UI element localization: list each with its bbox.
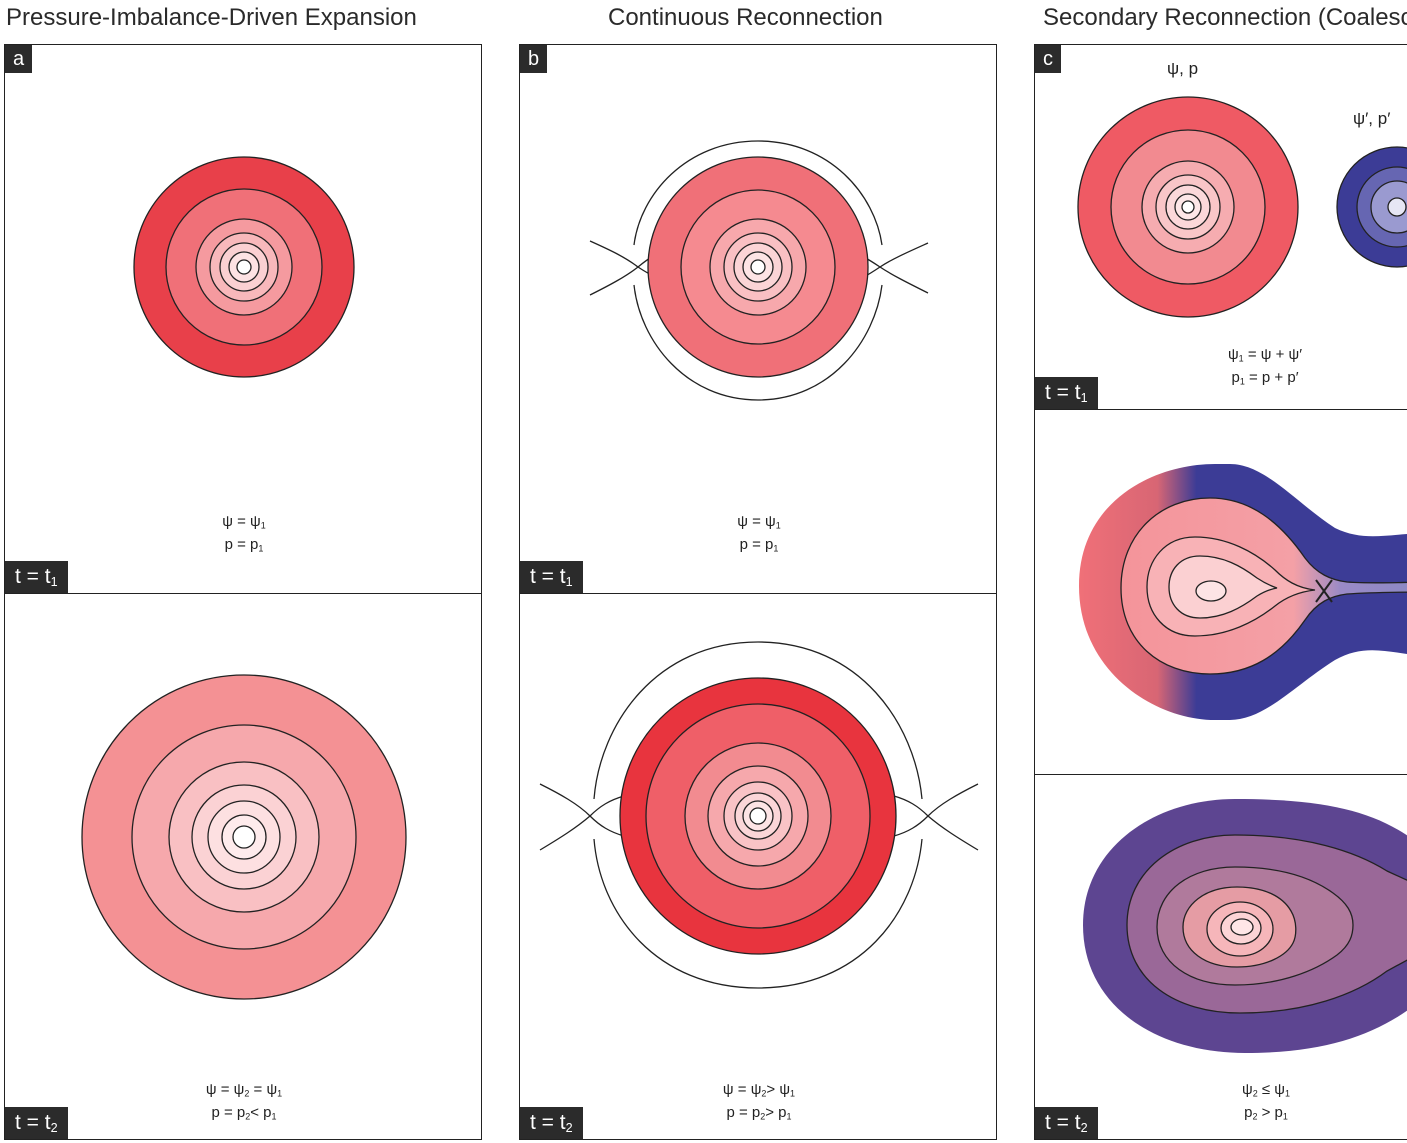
time-label-a-top: t = t1 [5, 561, 68, 593]
panel-c-top: c ψ, p ψ′, p′ ψ1 = ψ + ψ′ p1 = p + p′ t … [1034, 44, 1407, 410]
panel-letter-c: c [1035, 45, 1061, 73]
panel-c-bottom: ψ2 ≤ ψ1 p2 > p1 t = t2 [1034, 774, 1407, 1140]
equations-c-top: ψ1 = ψ + ψ′ p1 = p + p′ [1227, 346, 1303, 387]
separatrix [633, 140, 883, 401]
panel-b-top: b ψ = ψ1 p = p1 t = t1 [519, 44, 997, 594]
flux-rope-diagram-c1 [1077, 96, 1407, 318]
flux-contour [232, 825, 256, 849]
merged-flux-contour [1230, 918, 1254, 936]
flux-rope-diagram-b2 [539, 641, 979, 989]
variables-right: ψ′, p′ [1353, 109, 1391, 128]
equations-b-top: ψ = ψ1 p = p1 [737, 513, 781, 554]
column-title-c: Secondary Reconnection (Coalescence) [1043, 4, 1407, 31]
variables-left: ψ, p [1167, 59, 1199, 78]
flux-contour [750, 259, 766, 275]
time-label-a-bottom: t = t2 [5, 1107, 68, 1139]
time-label-b-top: t = t1 [520, 561, 583, 593]
panel-letter-a: a [5, 45, 33, 73]
panel-a-bottom: ψ = ψ2 = ψ1 p = p2< p1 t = t2 [4, 593, 482, 1140]
column-title-a: Pressure-Imbalance-Driven Expansion [6, 4, 417, 31]
flux-rope-diagram-a1 [133, 156, 355, 378]
separatrix [593, 641, 923, 989]
flux-contour [236, 259, 252, 275]
flux-contour-blue [1387, 197, 1407, 217]
equations-a-bottom: ψ = ψ2 = ψ1 p = p2< p1 [205, 1081, 283, 1122]
flux-rope-diagram-c3 [1083, 799, 1407, 1053]
equations-c-bottom: ψ2 ≤ ψ1 p2 > p1 [1242, 1081, 1290, 1122]
x-point-right [893, 783, 979, 851]
flux-rope-diagram-a2 [81, 674, 407, 1000]
x-point-left [539, 783, 625, 851]
time-label-c-bottom: t = t2 [1035, 1107, 1098, 1139]
column-title-b: Continuous Reconnection [608, 4, 883, 31]
panel-a-top: a ψ = ψ1 p = p1 t = t1 [4, 44, 482, 594]
merged-core [1195, 580, 1227, 602]
equations-b-bottom: ψ = ψ2> ψ1 p = p2> p1 [722, 1081, 796, 1122]
x-point-coalescence [1315, 579, 1333, 603]
flux-rope-diagram-c2 [1079, 464, 1407, 720]
panel-c-middle [1034, 409, 1407, 775]
panel-letter-b: b [520, 45, 548, 73]
flux-contour [749, 807, 767, 825]
time-label-b-bottom: t = t2 [520, 1107, 583, 1139]
panel-b-bottom: ψ = ψ2> ψ1 p = p2> p1 t = t2 [519, 593, 997, 1140]
flux-contour [1181, 200, 1195, 214]
equations-a-top: ψ = ψ1 p = p1 [222, 513, 266, 554]
time-label-c-top: t = t1 [1035, 377, 1098, 409]
flux-rope-diagram-b1 [589, 140, 929, 401]
